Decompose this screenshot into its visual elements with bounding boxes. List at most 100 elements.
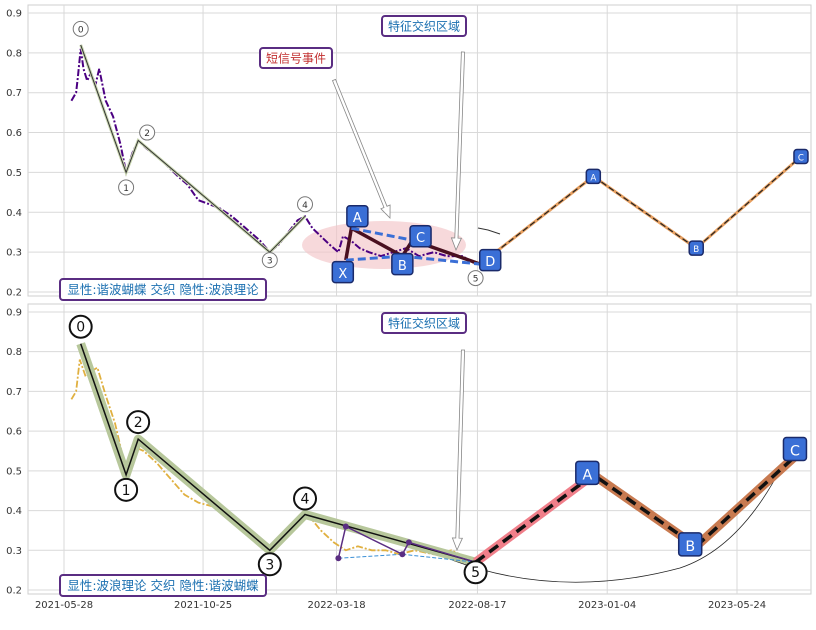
- y-tick-label: 0.4: [6, 208, 22, 219]
- feature-zone-label: 特征交织区域: [388, 18, 460, 33]
- feature-zone-label: 特征交织区域: [388, 315, 460, 330]
- hook-mark: [477, 227, 501, 235]
- harmonic-point: [335, 555, 342, 562]
- x-tick-label: 2021-05-28: [35, 600, 93, 611]
- price-line: [70, 48, 477, 265]
- y-tick-label: 0.5: [6, 466, 22, 477]
- feature-zone-arrow-top: [450, 51, 466, 252]
- projection-tag: C: [790, 443, 800, 459]
- top-caption-label: 显性:谐波蝴蝶 交织 隐性:波浪理论: [67, 282, 259, 297]
- y-tick-label: 0.2: [6, 586, 22, 597]
- harmonic-xb-line: [345, 254, 403, 262]
- harmonic-tag: B: [398, 259, 407, 274]
- harmonic-bd-line: [402, 553, 476, 563]
- wave-point-label: 4: [302, 201, 308, 211]
- y-tick-label: 0.3: [6, 546, 22, 557]
- wave-point-label: 3: [265, 557, 274, 573]
- y-tick-label: 0.6: [6, 427, 22, 438]
- projection-tag: B: [693, 245, 699, 255]
- harmonic-tag-box: [409, 224, 432, 248]
- harmonic-tag: D: [485, 255, 495, 270]
- y-tick-label: 0.6: [6, 128, 22, 139]
- wave-point-label: 2: [144, 129, 150, 139]
- y-tick-label: 0.8: [6, 347, 22, 358]
- y-tick-label: 0.9: [6, 307, 22, 318]
- wave-point-circle: [68, 314, 93, 339]
- wave-point-label: 3: [267, 257, 273, 267]
- harmonic-point: [399, 551, 406, 558]
- wave-point-circle: [139, 124, 156, 141]
- wave-point-label: 1: [123, 184, 129, 194]
- harmonic-tag-box: [331, 260, 355, 284]
- projection-tag-box: [782, 436, 808, 462]
- projection-dash: [479, 156, 802, 265]
- projection-tag-box: [688, 240, 704, 256]
- projection-tag-box: [677, 532, 703, 557]
- feature-zone-label-box: [381, 15, 467, 37]
- wave-point-label: 2: [134, 415, 143, 431]
- harmonic-tag: X: [338, 267, 347, 282]
- wave-point-label: 0: [78, 25, 84, 35]
- top-caption-label-box: [59, 278, 267, 301]
- feature-zone-arrow-bottom: [451, 349, 466, 552]
- short-signal-label-box: [259, 47, 333, 69]
- projection-tag: B: [685, 539, 695, 555]
- wave-zigzag-line: [79, 343, 476, 563]
- projection-tag-box: [585, 168, 602, 185]
- projection-tag-box: [575, 460, 600, 486]
- feature-zone-label-box: [381, 312, 467, 334]
- wave-point-label: 5: [471, 565, 480, 581]
- y-tick-label: 0.5: [6, 168, 22, 179]
- y-tick-label: 0.7: [6, 387, 22, 398]
- harmonic-point: [405, 539, 412, 546]
- bottom-caption-label: 显性:波浪理论 交织 隐性:谐波蝴蝶: [67, 578, 259, 593]
- x-tick-label: 2023-05-24: [708, 600, 766, 611]
- panel-top: 0.20.30.40.50.60.70.80.9012345XABCDABC特征…: [6, 4, 812, 301]
- projection-arc: [451, 465, 783, 583]
- wave-point-circle: [257, 552, 282, 577]
- wave-point-circle: [463, 560, 488, 585]
- wave-point-circle: [261, 252, 278, 269]
- y-tick-label: 0.7: [6, 88, 22, 99]
- y-tick-label: 0.4: [6, 506, 22, 517]
- harmonic-ac-line: [351, 226, 413, 242]
- bottom-caption-label-box: [59, 574, 267, 597]
- x-tick-label: 2021-10-25: [174, 600, 232, 611]
- projection-tag: A: [582, 467, 592, 483]
- projection-tag-box: [793, 148, 809, 165]
- x-tick-label: 2023-01-04: [578, 600, 636, 611]
- wave-point-circle: [297, 196, 314, 213]
- wave-point-label: 1: [122, 483, 131, 499]
- wave-point-label: 4: [301, 492, 310, 508]
- y-tick-label: 0.3: [6, 248, 22, 259]
- panel-bottom: 0.2 0.3 0.4 0.5 0.6 0.7 0.8 0.9 2021-05-28 2021-1…: [6, 303, 812, 611]
- harmonic-xb-line: [338, 553, 403, 559]
- harmonic-tag: A: [353, 211, 362, 226]
- wave-point-circle: [118, 179, 135, 196]
- wave-zigzag-line: [80, 44, 306, 253]
- wave-point-circle: [126, 410, 151, 435]
- x-tick-label: 2022-03-18: [307, 600, 365, 611]
- harmonic-tag-box: [478, 248, 502, 272]
- harmonic-tag: C: [416, 231, 425, 246]
- wave-point-label: 0: [76, 320, 85, 336]
- harmonic-point: [342, 523, 349, 530]
- wave-point-circle: [293, 486, 318, 511]
- price-line: [70, 359, 476, 564]
- harmonic-tag-box: [391, 252, 414, 276]
- harmonic-tag-box: [346, 204, 369, 228]
- wave-point-circle: [72, 20, 89, 37]
- projection-tag: C: [798, 153, 804, 163]
- wave-point-circle: [114, 477, 139, 502]
- short-signal-arrow: [331, 78, 391, 219]
- wave-point-circle: [467, 270, 484, 287]
- x-tick-label: 2022-08-17: [448, 600, 506, 611]
- harmonic-bd-line: [402, 254, 481, 266]
- y-tick-label: 0.9: [6, 8, 22, 19]
- y-tick-label: 0.2: [6, 288, 22, 299]
- y-tick-label: 0.8: [6, 48, 22, 59]
- wave-point-label: 5: [473, 275, 479, 285]
- projection-dash: [474, 449, 803, 564]
- short-signal-label: 短信号事件: [266, 51, 326, 65]
